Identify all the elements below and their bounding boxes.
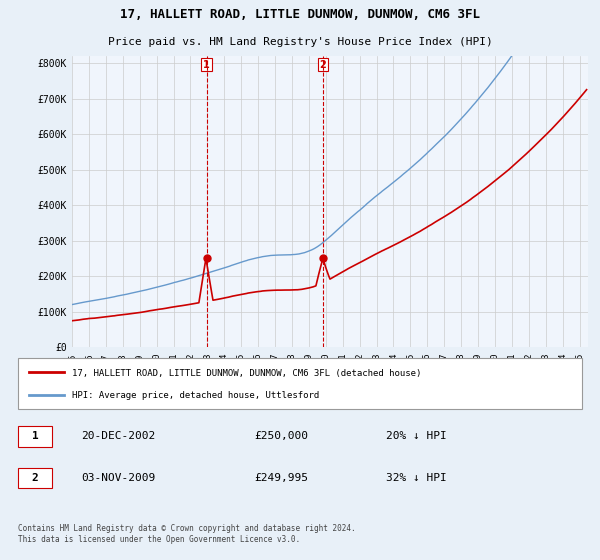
Text: £250,000: £250,000: [254, 431, 308, 441]
Text: £249,995: £249,995: [254, 473, 308, 483]
Text: 32% ↓ HPI: 32% ↓ HPI: [386, 473, 447, 483]
Text: 1: 1: [203, 59, 210, 69]
Text: 2: 2: [32, 473, 38, 483]
Text: Price paid vs. HM Land Registry's House Price Index (HPI): Price paid vs. HM Land Registry's House …: [107, 37, 493, 47]
Text: 17, HALLETT ROAD, LITTLE DUNMOW, DUNMOW, CM6 3FL: 17, HALLETT ROAD, LITTLE DUNMOW, DUNMOW,…: [120, 7, 480, 21]
Text: 20-DEC-2002: 20-DEC-2002: [81, 431, 155, 441]
Text: Contains HM Land Registry data © Crown copyright and database right 2024.
This d: Contains HM Land Registry data © Crown c…: [18, 524, 355, 544]
FancyBboxPatch shape: [18, 358, 582, 409]
FancyBboxPatch shape: [18, 468, 52, 488]
Text: 17, HALLETT ROAD, LITTLE DUNMOW, DUNMOW, CM6 3FL (detached house): 17, HALLETT ROAD, LITTLE DUNMOW, DUNMOW,…: [73, 369, 422, 378]
Text: HPI: Average price, detached house, Uttlesford: HPI: Average price, detached house, Uttl…: [73, 391, 320, 400]
FancyBboxPatch shape: [18, 426, 52, 447]
Text: 20% ↓ HPI: 20% ↓ HPI: [386, 431, 447, 441]
Text: 2: 2: [320, 59, 326, 69]
Text: 1: 1: [32, 431, 38, 441]
Text: 03-NOV-2009: 03-NOV-2009: [81, 473, 155, 483]
